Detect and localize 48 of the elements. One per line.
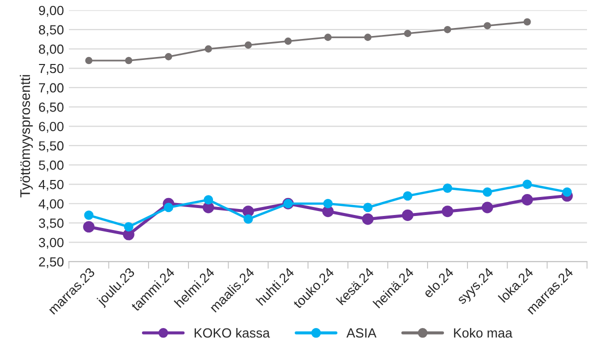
point [323,198,333,208]
point [84,210,94,220]
y-tick-label: 6,00 [39,122,64,133]
point [444,26,452,34]
point [204,45,212,53]
point [85,56,92,64]
y-tick-label: 4,00 [38,199,64,210]
point [164,53,172,60]
legend-label: Koko maa [454,328,512,338]
point [402,209,414,221]
point [522,194,533,206]
point [442,206,454,218]
point [522,180,532,189]
point [484,22,492,30]
point [284,38,292,45]
point [442,183,452,193]
point [364,34,372,41]
point [244,41,252,49]
y-tick-label: 8,50 [38,25,64,36]
point [482,202,494,214]
y-tick-label: 4,50 [38,180,64,191]
y-axis-title: Työttömyysprosentti [20,75,33,198]
y-tick-label: 8,00 [38,44,64,56]
y-tick-label: 3,50 [38,218,64,230]
y-tick-label: 5,50 [38,141,64,152]
point [404,30,412,38]
point [164,202,174,212]
point [124,222,134,232]
point [562,187,572,197]
point [204,195,214,204]
y-tick-label: 5,00 [38,160,64,172]
y-tick-label: 7,50 [39,64,64,75]
y-tick-label: 3,00 [38,238,64,249]
point [402,191,412,201]
legend-label: KOKO kassa [194,328,270,338]
point [363,202,372,212]
point [524,18,531,26]
point [482,187,492,197]
point [125,56,132,64]
y-tick-label: 9,00 [38,6,64,17]
y-tick-label: 2,50 [39,257,64,268]
y-tick-label: 7,00 [39,83,64,94]
point [244,214,253,224]
point [362,213,374,225]
point [324,34,332,41]
y-tick-label: 6,50 [39,102,64,114]
legend-label: ASIA [346,328,376,338]
point [83,221,95,233]
